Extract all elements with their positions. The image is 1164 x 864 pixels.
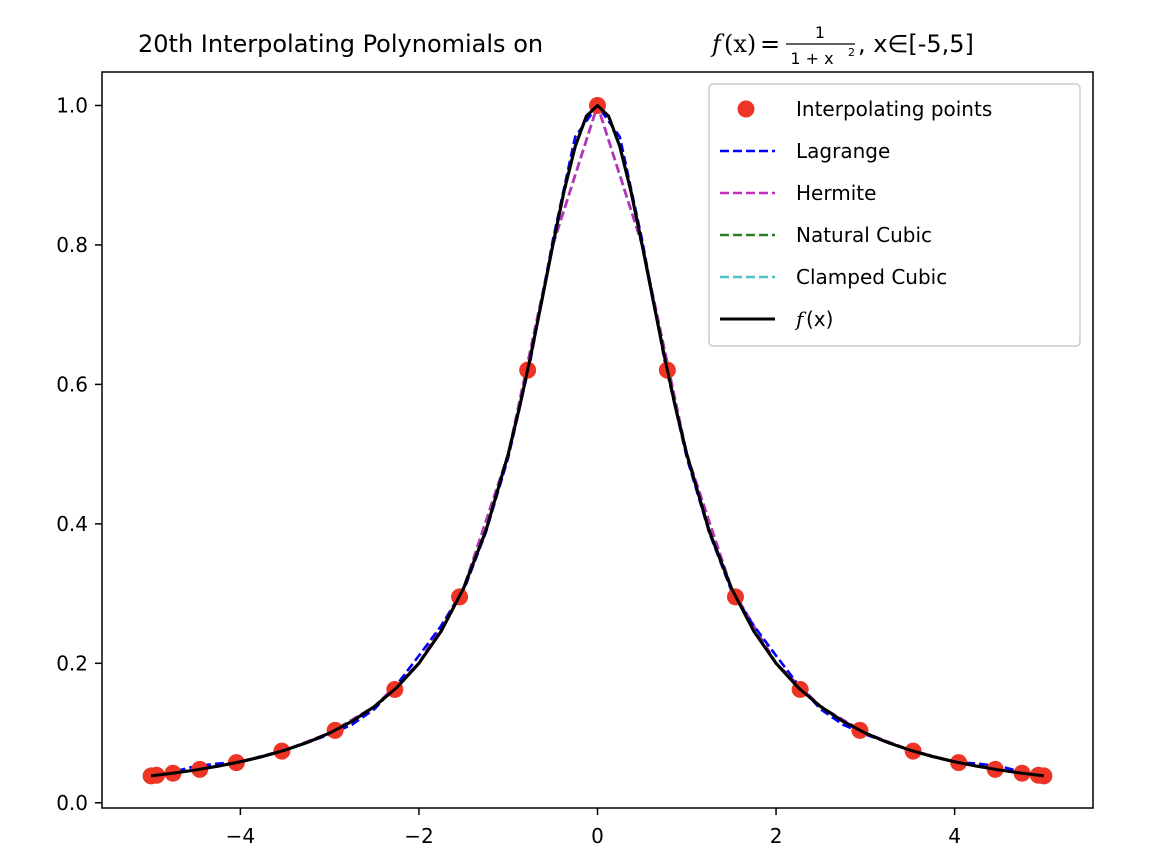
legend-label: Clamped Cubic (796, 265, 947, 289)
x-tick-label: 4 (948, 824, 961, 848)
legend-label: Lagrange (796, 139, 890, 163)
legend-label: Hermite (796, 181, 876, 205)
x-axis: −4 −2 0 2 4 (226, 808, 961, 848)
title-func-arg: (x) (724, 30, 756, 58)
legend-marker (737, 100, 755, 118)
legend: Interpolating points Lagrange Hermite Natur… (708, 83, 1081, 347)
legend-item: Clamped Cubic (720, 265, 947, 289)
title-equals: = (760, 30, 780, 58)
plot-markers (142, 96, 1053, 785)
title-fraction-numerator: 1 (815, 23, 825, 42)
y-tick-label: 0.2 (56, 651, 88, 675)
legend-box (708, 83, 1081, 347)
series-line-fx-top (150, 103, 1045, 778)
title-prefix: 20th Interpolating Polynomials on (138, 30, 543, 58)
y-tick-label: 0.4 (56, 512, 88, 536)
y-tick-label: 0.6 (56, 372, 88, 396)
legend-label: Interpolating points (796, 97, 992, 121)
legend-item: Hermite (720, 181, 876, 205)
chart-title: 20th Interpolating Polynomials on f (x) … (138, 23, 974, 68)
y-tick-label: 0.0 (56, 791, 88, 815)
x-tick-label: 2 (770, 824, 783, 848)
legend-item: Lagrange (720, 139, 890, 163)
title-fraction-exponent: 2 (848, 46, 855, 59)
x-tick-label: 0 (591, 824, 604, 848)
y-axis: 0.0 0.2 0.4 0.6 0.8 1.0 (56, 93, 102, 815)
title-suffix: , x∈[-5,5] (858, 30, 974, 58)
x-tick-label: −2 (404, 824, 433, 848)
legend-item: Interpolating points (737, 97, 992, 121)
y-tick-label: 1.0 (56, 93, 88, 117)
legend-item: Natural Cubic (720, 223, 932, 247)
legend-label-arg: (x) (806, 307, 833, 331)
x-tick-label: −4 (226, 824, 255, 848)
legend-label: Natural Cubic (796, 223, 932, 247)
y-tick-label: 0.8 (56, 233, 88, 257)
title-fraction-denominator: 1 + x (790, 49, 833, 68)
